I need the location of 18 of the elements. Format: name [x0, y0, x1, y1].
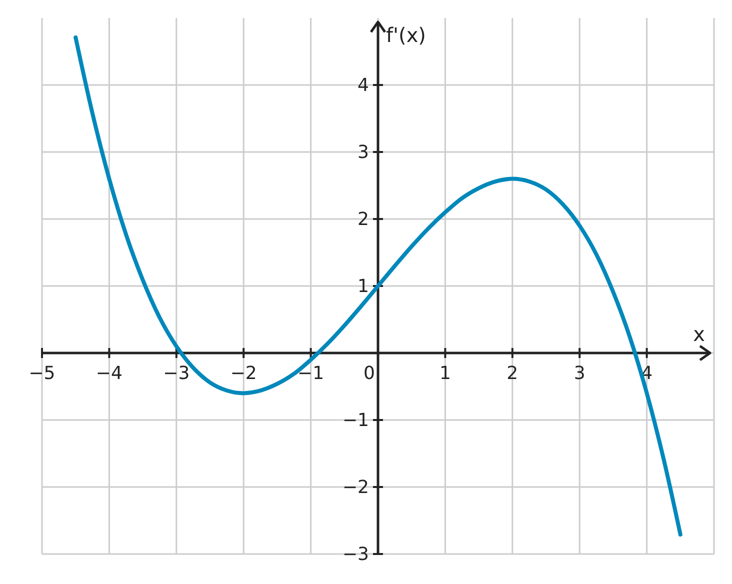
y-tick-label: 4: [358, 75, 369, 96]
x-tick-label: −1: [298, 363, 324, 384]
x-tick-label: −3: [163, 363, 190, 384]
y-tick-label: −1: [342, 410, 369, 431]
x-tick-label: −5: [28, 363, 56, 384]
y-tick-label: −3: [342, 544, 369, 565]
x-tick-label: 3: [574, 363, 586, 384]
y-tick-label: 2: [358, 209, 369, 230]
x-tick-label: −4: [96, 363, 122, 384]
x-tick-label: 1: [439, 363, 451, 384]
x-axis-title: x: [693, 322, 706, 346]
x-tick-label: 2: [506, 363, 518, 384]
y-tick-label: −2: [342, 477, 369, 498]
x-tick-label: 0: [364, 363, 375, 384]
y-axis-title: f'(x): [386, 23, 426, 47]
x-tick-label: −2: [230, 363, 257, 384]
y-tick-label: 3: [358, 142, 369, 163]
y-tick-label: 1: [358, 276, 369, 297]
